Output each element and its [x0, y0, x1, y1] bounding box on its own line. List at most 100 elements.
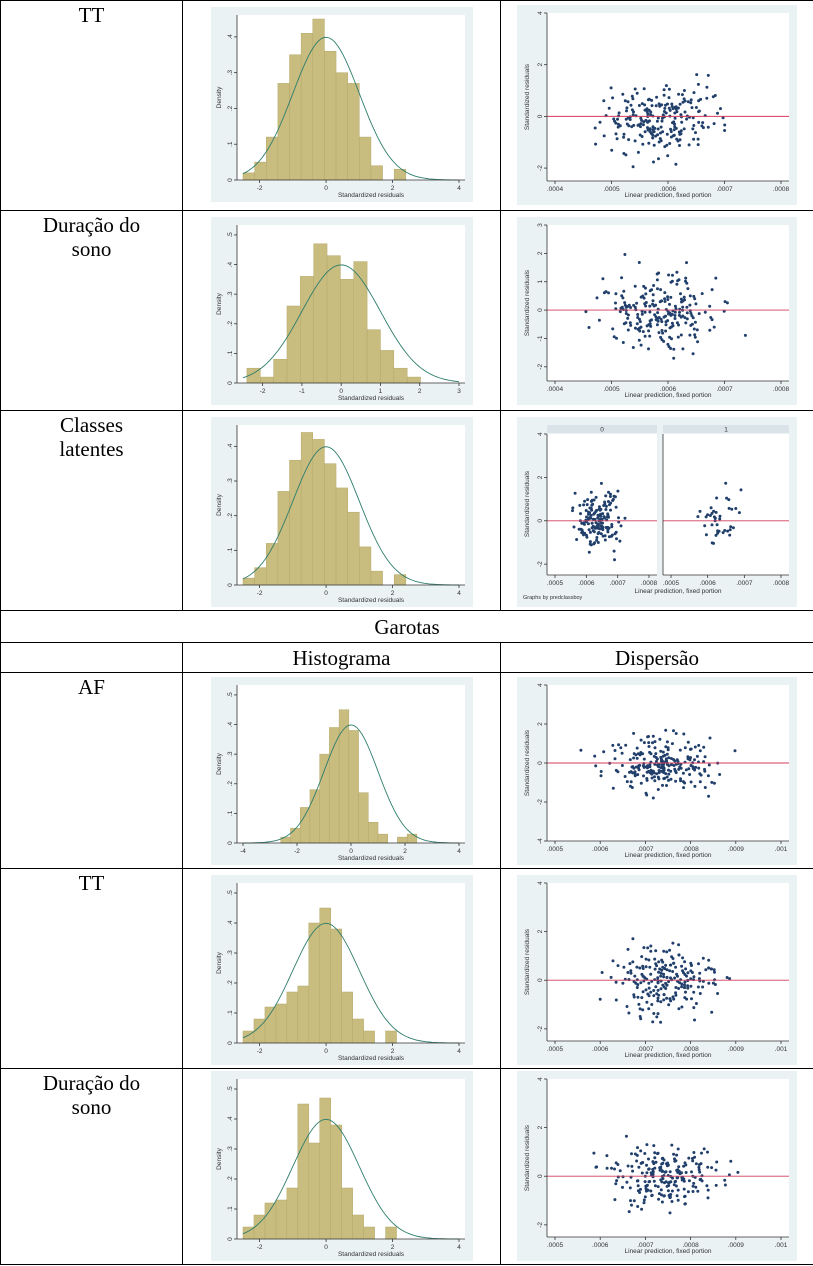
residual-point: [636, 983, 640, 987]
histogram-cell: -2 0 2 4 0 .1 .2 .3 .4 .5 Standardized residuals De…: [182, 1068, 501, 1265]
histogram-bar: [384, 1030, 397, 1044]
residual-point: [595, 538, 599, 542]
residual-point: [583, 499, 587, 503]
residual-point: [643, 1195, 647, 1199]
residual-point: [697, 120, 701, 124]
residual-point: [661, 1156, 665, 1160]
residual-point: [708, 514, 712, 517]
residual-point: [719, 107, 722, 111]
residual-point: [703, 755, 707, 759]
residual-point: [706, 513, 710, 517]
y-tick-label: .4: [227, 721, 234, 727]
residual-point: [714, 533, 718, 537]
y-tick-label: -2: [537, 364, 544, 370]
residual-point: [685, 997, 689, 1001]
histogram-bar: [286, 1187, 298, 1240]
residual-point: [678, 765, 682, 769]
residual-point: [693, 758, 696, 762]
residual-point: [684, 967, 688, 971]
residual-point: [638, 320, 642, 324]
residual-point: [684, 276, 688, 280]
x-tick-label: -2: [256, 185, 262, 192]
residual-point: [585, 503, 589, 507]
residual-point: [632, 731, 636, 735]
residual-point: [586, 522, 590, 526]
residual-point: [681, 771, 685, 775]
residual-point: [631, 165, 635, 169]
residual-point: [614, 505, 618, 509]
y-tick-label: .1: [227, 141, 234, 147]
y-tick-label: 0: [227, 583, 234, 587]
residual-point: [666, 298, 670, 301]
column-header-scatter: Dispersão: [500, 642, 813, 673]
residual-point: [691, 765, 695, 769]
residual-point: [665, 975, 669, 979]
residual-point: [641, 142, 645, 146]
scatter-plot: -2 0 2 4 .0005 .0006 .0007 .0008 .0009 .001 Linear…: [517, 875, 797, 1065]
residual-point: [596, 541, 600, 544]
residual-point: [648, 310, 652, 314]
residual-point: [666, 319, 670, 323]
histogram-bar: [318, 753, 330, 844]
residual-point: [669, 130, 673, 134]
residual-point: [707, 763, 711, 767]
residual-point: [714, 276, 718, 280]
residual-point: [644, 965, 648, 969]
y-axis-label: Density: [216, 1147, 223, 1169]
residual-point: [705, 1184, 709, 1188]
normal-density-curve: [242, 36, 459, 181]
residual-point: [640, 1171, 644, 1175]
residual-point: [659, 974, 663, 978]
x-tick-label: .0005: [547, 846, 564, 853]
x-axis-label: Linear prediction, fixed portion: [624, 192, 711, 199]
residual-point: [664, 987, 668, 990]
y-tick-label: .4: [227, 920, 234, 926]
y-tick-label: .5: [227, 232, 234, 238]
residual-point: [657, 960, 661, 964]
histogram-plot: -2 0 2 4 0 .1 .2 .3 .4 Standardized residuals Dens…: [210, 7, 473, 202]
x-tick-label: .0009: [728, 1242, 745, 1249]
residual-point: [703, 524, 707, 528]
residual-point: [700, 292, 704, 296]
residual-point: [590, 526, 594, 530]
residual-point: [624, 305, 628, 309]
residual-point: [655, 1015, 659, 1019]
residual-point: [707, 966, 711, 970]
residual-point: [671, 134, 675, 138]
residual-point: [664, 728, 668, 732]
y-tick-label: .3: [227, 1146, 234, 1152]
residual-point: [659, 749, 663, 753]
residual-point: [628, 1186, 632, 1190]
residual-point: [639, 738, 643, 742]
residual-point: [639, 1017, 643, 1021]
residual-point: [594, 764, 598, 768]
residual-point: [743, 333, 747, 337]
residual-point: [646, 992, 650, 996]
residual-point: [597, 505, 601, 509]
residual-point: [601, 534, 605, 538]
residual-point: [641, 294, 645, 298]
row-label-tt-boys: TT: [0, 0, 183, 211]
x-tick-label: .0008: [773, 386, 790, 393]
residual-point: [645, 1163, 648, 1167]
y-tick-label: .4: [227, 1116, 234, 1122]
residual-point: [621, 296, 625, 300]
residual-point: [632, 756, 636, 760]
residual-point: [694, 765, 698, 769]
y-tick-label: .3: [227, 70, 234, 76]
residual-point: [700, 1151, 703, 1155]
y-axis-label: Density: [216, 493, 223, 515]
residual-point: [638, 1007, 642, 1011]
residual-point: [596, 516, 600, 520]
residual-point: [679, 762, 683, 766]
residual-point: [651, 299, 655, 303]
residual-point: [603, 500, 607, 504]
residual-point: [652, 989, 656, 992]
residual-point: [692, 1181, 696, 1185]
y-tick-label: .1: [227, 810, 234, 816]
residual-point: [605, 1154, 609, 1158]
residual-point: [632, 993, 636, 997]
x-tick-label: -2: [256, 590, 262, 597]
residual-point: [595, 1165, 599, 1169]
residual-point: [679, 333, 683, 337]
